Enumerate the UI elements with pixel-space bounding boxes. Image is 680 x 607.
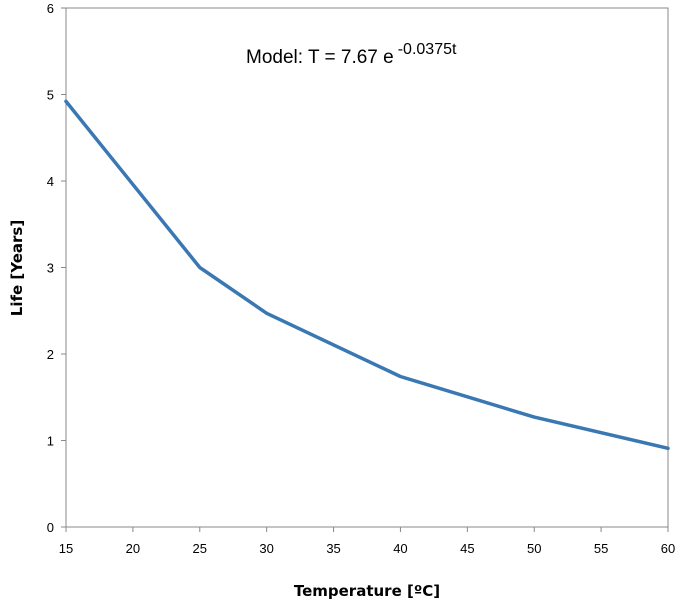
x-tick-label: 60 — [661, 541, 675, 556]
y-tick-label: 2 — [47, 347, 54, 362]
y-tick-label: 5 — [47, 88, 54, 103]
y-axis-ticks: 0 1 2 3 4 5 6 — [47, 1, 66, 535]
x-tick-label: 15 — [59, 541, 73, 556]
x-tick-label: 40 — [393, 541, 407, 556]
x-tick-label: 55 — [594, 541, 608, 556]
y-tick-label: 1 — [47, 434, 54, 449]
series-group — [64, 99, 670, 451]
x-tick-label: 35 — [326, 541, 340, 556]
x-tick-label: 30 — [259, 541, 273, 556]
y-tick-label: 4 — [47, 174, 54, 189]
y-tick-label: 0 — [47, 520, 54, 535]
annotation-model: Model: T = 7.67 e -0.0375t — [246, 41, 457, 68]
annotation-prefix: Model: T = 7.67 e — [246, 47, 394, 68]
annotation-exponent: -0.0375t — [398, 41, 457, 58]
x-axis-ticks: 15 20 25 30 35 40 45 50 55 60 — [59, 527, 675, 556]
x-axis-title: Temperature [ºC] — [294, 582, 440, 600]
x-tick-label: 50 — [527, 541, 541, 556]
x-tick-label: 20 — [126, 541, 140, 556]
y-axis-title: Life [Years] — [8, 220, 26, 316]
series-line — [64, 99, 670, 451]
y-tick-label: 3 — [47, 261, 54, 276]
plot-area — [65, 7, 669, 528]
x-tick-label: 45 — [460, 541, 474, 556]
y-tick-label: 6 — [47, 1, 54, 16]
x-tick-label: 25 — [193, 541, 207, 556]
